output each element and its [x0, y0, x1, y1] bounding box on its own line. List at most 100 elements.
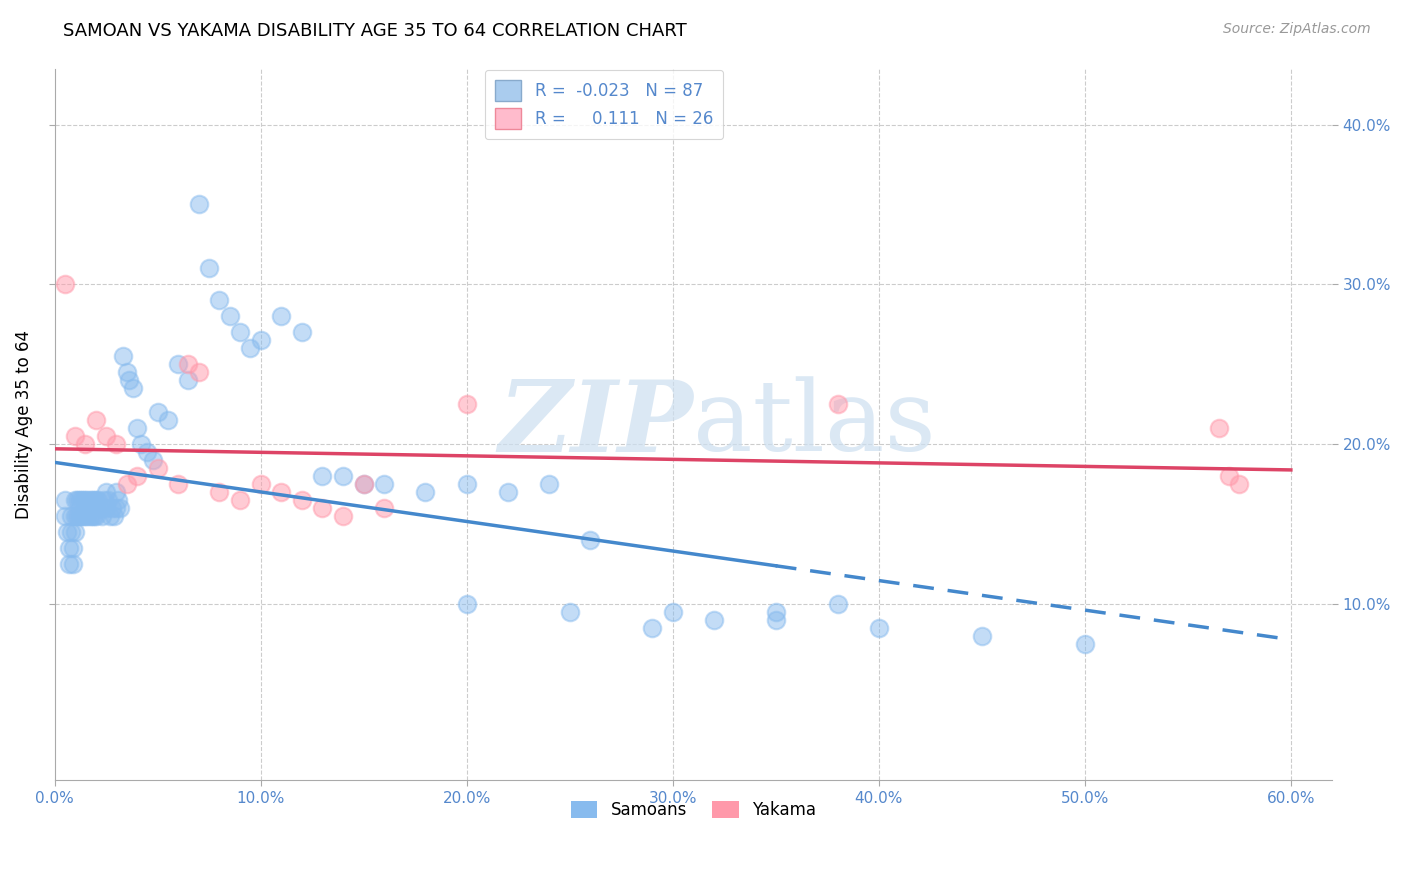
Point	[72, 509, 94, 524]
Point	[101, 501, 124, 516]
Point	[105, 485, 128, 500]
Point	[373, 477, 395, 491]
Point	[84, 493, 107, 508]
Point	[1208, 421, 1230, 435]
Point	[765, 605, 787, 619]
Point	[249, 334, 271, 348]
Point	[353, 477, 375, 491]
Y-axis label: Disability Age 35 to 64: Disability Age 35 to 64	[15, 330, 32, 519]
Point	[177, 373, 200, 387]
Point	[94, 429, 117, 443]
Point	[291, 493, 314, 508]
Point	[270, 310, 292, 324]
Point	[56, 525, 79, 540]
Point	[538, 477, 561, 491]
Text: Source: ZipAtlas.com: Source: ZipAtlas.com	[1223, 22, 1371, 37]
Point	[208, 293, 231, 308]
Point	[63, 429, 86, 443]
Point	[229, 326, 252, 340]
Text: SAMOAN VS YAKAMA DISABILITY AGE 35 TO 64 CORRELATION CHART: SAMOAN VS YAKAMA DISABILITY AGE 35 TO 64…	[63, 22, 688, 40]
Point	[76, 493, 98, 508]
Point	[218, 310, 240, 324]
Point	[311, 469, 333, 483]
Point	[89, 501, 111, 516]
Point	[87, 493, 110, 508]
Point	[332, 509, 354, 524]
Point	[62, 558, 84, 572]
Point	[63, 493, 86, 508]
Text: atlas: atlas	[693, 376, 936, 472]
Point	[332, 469, 354, 483]
Point	[146, 461, 169, 475]
Point	[641, 621, 664, 635]
Point	[62, 541, 84, 556]
Legend: Samoans, Yakama: Samoans, Yakama	[564, 794, 823, 825]
Point	[75, 509, 97, 524]
Point	[456, 598, 478, 612]
Point	[110, 501, 132, 516]
Text: ZIP: ZIP	[498, 376, 693, 473]
Point	[142, 453, 165, 467]
Point	[121, 381, 143, 395]
Point	[76, 509, 98, 524]
Point	[93, 493, 115, 508]
Point	[456, 477, 478, 491]
Point	[72, 493, 94, 508]
Point	[83, 509, 105, 524]
Point	[970, 629, 993, 643]
Point	[115, 477, 138, 491]
Point	[83, 493, 105, 508]
Point	[105, 437, 128, 451]
Point	[84, 509, 107, 524]
Point	[63, 509, 86, 524]
Point	[1074, 637, 1097, 651]
Point	[53, 493, 76, 508]
Point	[136, 445, 159, 459]
Point	[703, 613, 725, 627]
Point	[67, 509, 90, 524]
Point	[187, 366, 209, 380]
Point	[75, 493, 97, 508]
Point	[53, 509, 76, 524]
Point	[129, 437, 152, 451]
Point	[60, 525, 83, 540]
Point	[97, 493, 120, 508]
Point	[229, 493, 252, 508]
Point	[167, 358, 190, 372]
Point	[177, 358, 200, 372]
Point	[66, 493, 89, 508]
Point	[63, 525, 86, 540]
Point	[456, 397, 478, 411]
Point	[579, 533, 602, 548]
Point	[167, 477, 190, 491]
Point	[827, 598, 849, 612]
Point	[60, 509, 83, 524]
Point	[98, 509, 121, 524]
Point	[1218, 469, 1240, 483]
Point	[118, 373, 141, 387]
Point	[58, 558, 80, 572]
Point	[58, 541, 80, 556]
Point	[156, 413, 179, 427]
Point	[94, 501, 117, 516]
Point	[558, 605, 581, 619]
Point	[84, 413, 107, 427]
Point	[107, 493, 129, 508]
Point	[496, 485, 519, 500]
Point	[415, 485, 437, 500]
Point	[239, 342, 262, 356]
Point	[70, 493, 93, 508]
Point	[868, 621, 890, 635]
Point	[765, 613, 787, 627]
Point	[187, 197, 209, 211]
Point	[80, 509, 103, 524]
Point	[67, 493, 90, 508]
Point	[125, 421, 148, 435]
Point	[1227, 477, 1250, 491]
Point	[66, 509, 89, 524]
Point	[79, 493, 101, 508]
Point	[115, 366, 138, 380]
Point	[249, 477, 271, 491]
Point	[311, 501, 333, 516]
Point	[80, 493, 103, 508]
